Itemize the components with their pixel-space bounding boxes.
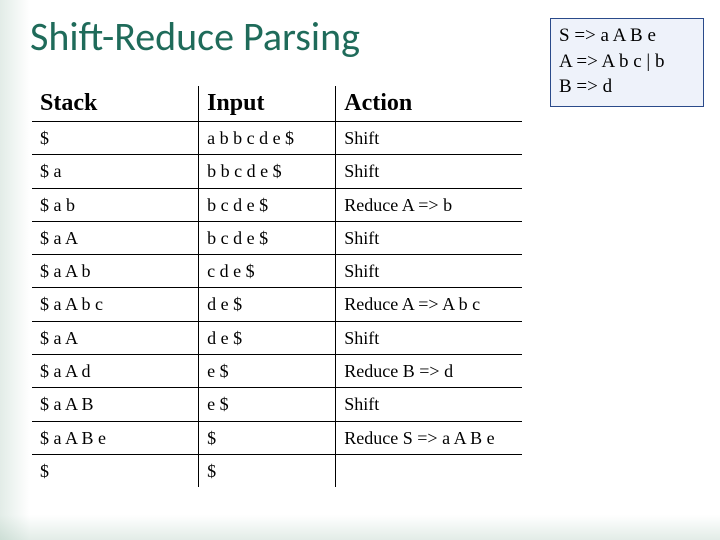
grammar-box: S => a A B e A => A b c | b B => d: [550, 18, 704, 107]
cell-action: Shift: [336, 388, 522, 421]
cell-stack: $ a: [32, 155, 199, 188]
cell-stack: $ a A b: [32, 255, 199, 288]
table-row: $ a Ab c d e $Shift: [32, 221, 522, 254]
cell-stack: $ a A B: [32, 388, 199, 421]
cell-stack: $: [32, 122, 199, 155]
table-row: $ a bb c d e $Reduce A => b: [32, 188, 522, 221]
table-row: $ a A Be $Shift: [32, 388, 522, 421]
table-row: $ ab b c d e $Shift: [32, 155, 522, 188]
page-title: Shift-Reduce Parsing: [30, 12, 360, 61]
cell-stack: $ a A: [32, 321, 199, 354]
cell-input: a b b c d e $: [199, 122, 336, 155]
table-row: $ a A bc d e $Shift: [32, 255, 522, 288]
cell-action: Shift: [336, 255, 522, 288]
cell-stack: $: [32, 454, 199, 487]
cell-action: Reduce S => a A B e: [336, 421, 522, 454]
cell-stack: $ a b: [32, 188, 199, 221]
cell-input: c d e $: [199, 255, 336, 288]
grammar-line-2: A => A b c | b: [559, 49, 695, 75]
header-action: Action: [336, 86, 522, 122]
table-row: $ a A B e$Reduce S => a A B e: [32, 421, 522, 454]
decor-bottom-gradient: [0, 515, 720, 540]
cell-input: b c d e $: [199, 221, 336, 254]
grammar-line-3: B => d: [559, 74, 695, 100]
cell-action: Shift: [336, 221, 522, 254]
cell-action: Reduce B => d: [336, 355, 522, 388]
cell-action: Shift: [336, 321, 522, 354]
decor-left-gradient: [0, 0, 30, 540]
cell-input: b b c d e $: [199, 155, 336, 188]
cell-action: Shift: [336, 122, 522, 155]
cell-action: Reduce A => A b c: [336, 288, 522, 321]
header-stack: Stack: [32, 86, 199, 122]
table-row: $ a Ad e $Shift: [32, 321, 522, 354]
header-input: Input: [199, 86, 336, 122]
table-row: $a b b c d e $Shift: [32, 122, 522, 155]
cell-action: Reduce A => b: [336, 188, 522, 221]
cell-input: b c d e $: [199, 188, 336, 221]
cell-stack: $ a A: [32, 221, 199, 254]
parse-table: Stack Input Action $a b b c d e $Shift$ …: [32, 86, 522, 487]
cell-input: d e $: [199, 288, 336, 321]
cell-input: d e $: [199, 321, 336, 354]
cell-input: $: [199, 454, 336, 487]
cell-action: [336, 454, 522, 487]
grammar-line-1: S => a A B e: [559, 23, 695, 49]
cell-stack: $ a A d: [32, 355, 199, 388]
cell-stack: $ a A b c: [32, 288, 199, 321]
cell-action: Shift: [336, 155, 522, 188]
table-row: $$: [32, 454, 522, 487]
table-row: $ a A de $Reduce B => d: [32, 355, 522, 388]
table-row: $ a A b cd e $Reduce A => A b c: [32, 288, 522, 321]
cell-input: $: [199, 421, 336, 454]
cell-input: e $: [199, 355, 336, 388]
table-header-row: Stack Input Action: [32, 86, 522, 122]
cell-input: e $: [199, 388, 336, 421]
cell-stack: $ a A B e: [32, 421, 199, 454]
